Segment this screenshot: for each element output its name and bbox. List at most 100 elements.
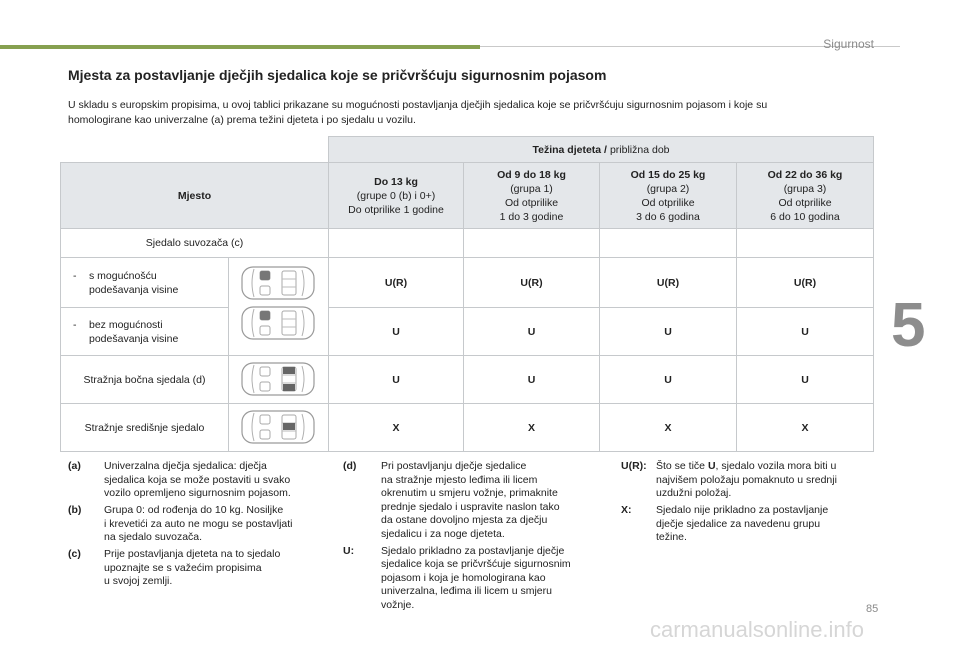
cell-value: U (392, 325, 400, 338)
note-key: (c) (68, 548, 81, 560)
watermark: carmanualsonline.info (650, 617, 865, 642)
car-icon (241, 410, 315, 444)
title: Mjesta za postavljanje dječjih sjedalica… (68, 67, 607, 83)
column-title: Od 15 do 25 kg (630, 168, 706, 181)
row-label-line: bez mogućnosti (89, 318, 163, 331)
note-line: Sjedalo prikladno za postavljanje dječje (381, 544, 565, 557)
cell-value: U (801, 373, 809, 386)
row-label: -s mogućnošću podešavanja visine (60, 257, 229, 308)
image-cell (228, 403, 329, 452)
column-line: Od otprilike (778, 196, 832, 209)
seat-highlight (283, 367, 295, 374)
column-line: 3 do 6 godina (636, 210, 700, 223)
column-line: (grupa 2) (646, 182, 690, 195)
column-line: Od otprilike (504, 196, 559, 209)
note-key: U: (343, 544, 355, 557)
column-title: Od 22 do 36 kg (767, 168, 843, 181)
row-label-line: podešavanja visine (89, 283, 179, 296)
place-header: Mjesto (60, 162, 329, 229)
car-icon (241, 362, 315, 396)
note-part: Što se tiče (656, 460, 708, 472)
cell-value: U (664, 325, 672, 338)
intro-line: homologirane kao univerzalne (a) prema t… (68, 114, 416, 126)
cell-value: X (664, 421, 672, 434)
cell-value: U(R) (793, 276, 817, 289)
note-key: (b) (68, 504, 82, 516)
seat-highlight (283, 384, 295, 391)
note-line: težine. (656, 531, 687, 543)
column-title: Do 13 kg (374, 175, 418, 188)
chapter-number: 5 (891, 291, 926, 360)
column-line: (grupe 0 (b) i 0+) (356, 189, 436, 202)
seat-highlight (260, 271, 270, 280)
row-label: - bez mogućnosti podešavanja visine (60, 307, 229, 356)
note-line: na sjedalo suvozača. (104, 531, 203, 543)
cell-value: X (392, 421, 400, 434)
cell-value: U(R) (520, 276, 543, 289)
seat-highlight (260, 311, 270, 320)
cell-value: U (527, 325, 536, 338)
page-number: 85 (866, 603, 879, 615)
note-part: , sjedalo vozila mora biti u (715, 460, 837, 472)
note-line: univerzalna, leđima ili licem u smjeru (381, 585, 552, 597)
note-line: Što se tiče U, sjedalo vozila mora biti … (656, 460, 836, 474)
column-line: 6 do 10 godina (770, 210, 840, 223)
bullet: - (73, 269, 77, 282)
column-line: Do otprilike 1 godine (348, 203, 444, 216)
note-line: najvišem položaju pomaknuto u srednji (656, 473, 837, 486)
note-key: (a) (68, 460, 81, 472)
seat-highlight (283, 423, 295, 430)
note-key: X: (621, 504, 632, 516)
column-header: Od 22 do 36 kg (grupa 3) Od otprilike 6 do … (736, 162, 874, 229)
column-line: 1 do 3 godine (499, 210, 564, 223)
header-text: približna dob (609, 143, 670, 156)
note-part: U (707, 460, 716, 472)
note-line: Grupa 0: od rođenja do 10 kg. Nosiljke (104, 504, 284, 516)
row-label-line: Sjedalo suvozača (c) (145, 237, 244, 249)
note-line: prednje sjedalo i uspravite naslon tako (381, 500, 560, 513)
weight-header: Težina djeteta / približna dob (328, 136, 874, 163)
note-line: u svojoj zemlji. (104, 575, 173, 587)
note-line: sjedalica koja se može postaviti u svako (104, 473, 291, 486)
note-line: uzdužni položaj. (656, 487, 732, 499)
cell-value: X (527, 421, 535, 434)
cell-value: U(R) (656, 276, 680, 289)
header-rule (480, 46, 900, 47)
note-line: na stražnje mjesto leđima ili licem (381, 473, 538, 486)
column-header: Do 13 kg (grupe 0 (b) i 0+) Do otprilike 1… (328, 162, 464, 229)
column-line: (grupa 1) (510, 182, 553, 195)
cell-value: U (801, 325, 809, 338)
note-line: da ostane dovoljno mjesta za dječju (381, 514, 548, 526)
note-line: vozilo opremljeno sigurnosnim pojasom. (104, 487, 291, 499)
row-label-line: s mogućnošću (89, 269, 157, 282)
header-line: Težina djeteta / približna dob (532, 143, 669, 157)
note-line: Prije postavljanja djeteta na to sjedalo (104, 548, 281, 560)
note-line: vožnje. (381, 598, 415, 611)
row-label-line: Stražnja bočna sjedala (d) (83, 373, 206, 386)
intro-line: U skladu s europskim propisima, u ovoj t… (68, 99, 768, 111)
column-header: Od 9 do 18 kg (grupa 1) Od otprilike 1 do 3… (463, 162, 600, 229)
header-bold: Težina djeteta / (532, 143, 607, 156)
note-key: (d) (343, 460, 357, 472)
column-header: Od 15 do 25 kg (grupa 2) Od otprilike 3 do … (599, 162, 737, 229)
note-line: sjedalicu i za noge djeteta. (381, 527, 505, 540)
column-line: Od otprilike (641, 196, 695, 209)
note-line: Univerzalna dječja sjedalica: dječja (104, 460, 267, 472)
cell-value: U (527, 373, 536, 386)
note-line: Sjedalo nije prikladno za postavljanje (656, 504, 829, 516)
car-icon (241, 266, 315, 300)
cell-value: X (801, 421, 809, 434)
bullet: - (73, 318, 77, 331)
column-line: (grupa 3) (783, 182, 827, 195)
note-line: pojasom i koja je homologirana kao (381, 571, 546, 584)
note-key: U(R): (621, 460, 647, 472)
cell-value: U(R) (384, 276, 408, 289)
cell-value: U (664, 373, 672, 386)
section-name: Sigurnost (823, 37, 874, 51)
column-title: Od 9 do 18 kg (497, 168, 566, 181)
cell-value: U (392, 373, 400, 386)
row-label-line: Stražnje središnje sjedalo (84, 421, 205, 434)
note-line: Pri postavljanju dječje sjedalice (381, 460, 527, 472)
